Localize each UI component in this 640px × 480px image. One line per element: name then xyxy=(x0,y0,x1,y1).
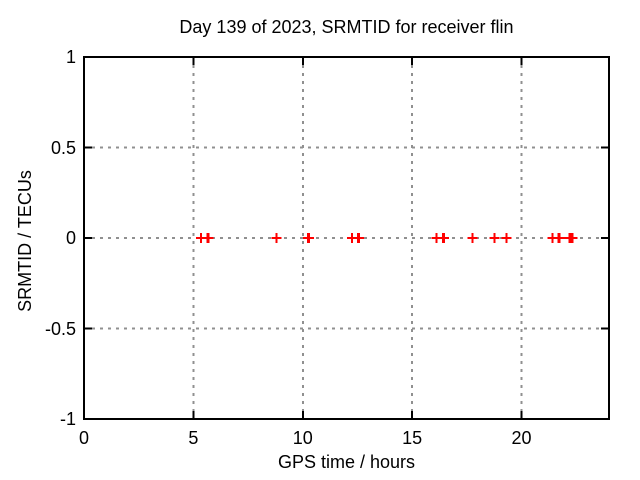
x-tick-label: 10 xyxy=(292,428,313,448)
y-tick-label: -0.5 xyxy=(44,318,76,339)
x-tick-label: 20 xyxy=(511,428,532,448)
x-tick-label: 15 xyxy=(402,428,423,448)
y-tick-label: -1 xyxy=(59,409,76,429)
x-axis-label: GPS time / hours xyxy=(277,452,416,472)
y-tick-label: 0 xyxy=(65,228,76,248)
x-tick-label: 5 xyxy=(188,428,199,448)
chart-title: Day 139 of 2023, SRMTID for receiver fli… xyxy=(179,17,514,37)
y-tick-label: 0.5 xyxy=(50,137,76,158)
plot-border xyxy=(83,56,610,420)
x-tick-label: 0 xyxy=(78,428,89,448)
y-tick-label: 1 xyxy=(65,47,76,67)
